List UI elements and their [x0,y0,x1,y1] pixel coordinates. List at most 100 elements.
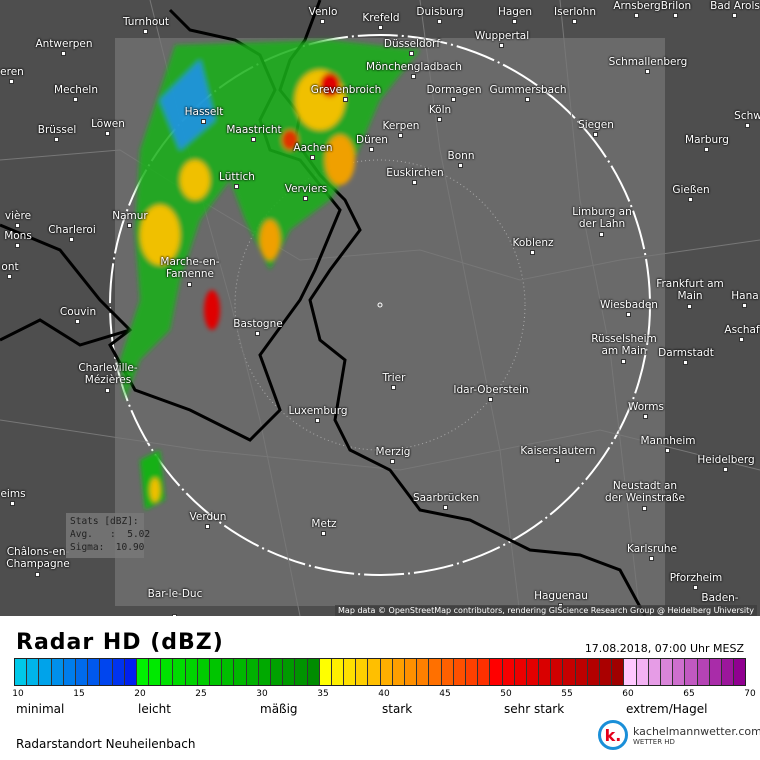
kachelmann-logo[interactable]: k. kachelmannwetter.com WETTER HD [598,720,760,750]
city-dot [205,524,210,529]
city-dot [458,163,463,168]
city-dot [69,237,74,242]
city-dot [673,13,678,18]
city-label: Frankfurt am Main [656,278,724,302]
city-dot [143,29,148,34]
city-label: Kaiserslautern [520,445,596,457]
city-label: vière [4,210,32,222]
city-dot [437,19,442,24]
scale-tick: 40 [378,689,390,699]
scale-cell-38 [356,659,369,685]
city-label: Schmallenberg [608,56,688,68]
city-label: Grevenbroich [310,84,382,96]
city-dot [499,43,504,48]
city-dot [61,51,66,56]
city-label: Rüsselsheim am Main [591,333,657,357]
city-dot [234,184,239,189]
city-dot [572,19,577,24]
city-dot [704,147,709,152]
city-dot [723,467,728,472]
logo-mark-icon: k. [598,720,628,750]
city-dot [626,312,631,317]
scale-tick: 15 [73,689,85,699]
scale-cell-19 [124,659,137,685]
city-dot [643,414,648,419]
scale-cell-17 [100,659,113,685]
scale-cell-61 [636,659,649,685]
city-label: Marche-en-Famenne [160,256,220,280]
city-dot [525,97,530,102]
city-dot [742,303,747,308]
scale-category: leicht [138,702,171,716]
radar-map[interactable]: Venlo Krefeld Duisburg Hagen Iserlohn Arnsber… [0,0,760,616]
range-ring-outer [109,34,651,576]
city-label: Mecheln [54,84,98,96]
city-label: Gießen [672,184,710,196]
city-dot [642,506,647,511]
logo-sub: WETTER HD [633,737,675,746]
scale-cell-65 [685,659,698,685]
legend-title: Radar HD (dBZ) [16,630,224,655]
map-layers [0,0,760,616]
city-dot [437,117,442,122]
city-dot [530,250,535,255]
scale-tick: 60 [622,689,634,699]
scale-tick: 65 [683,689,695,699]
scale-cell-46 [453,659,466,685]
city-label: Neustadt an der Weinstraße [605,480,685,504]
city-label: Bonn [447,150,475,162]
scale-cell-41 [392,659,405,685]
city-label: Köln [428,104,452,116]
scale-cell-27 [222,659,235,685]
city-dot [512,19,517,24]
city-label: Baden- [701,592,739,604]
map-attribution[interactable]: Map data © OpenStreetMap contributors, r… [335,605,757,616]
city-label: Koblenz [512,237,554,249]
city-label: Saarbrücken [412,492,480,504]
scale-cell-67 [709,659,722,685]
scale-cell-33 [295,659,308,685]
city-dot [693,585,698,590]
scale-tick: 50 [500,689,512,699]
city-label: Gummersbach [489,84,567,96]
city-dot [7,274,12,279]
scale-cell-49 [490,659,503,685]
scale-cell-31 [270,659,284,685]
city-dot [10,501,15,506]
scale-cell-21 [149,659,162,685]
scale-cell-25 [197,659,210,685]
scale-cell-48 [478,659,491,685]
city-label: Duisburg [416,6,464,18]
logo-name: kachelmannwetter.com [633,724,760,738]
scale-category: mäßig [260,702,298,716]
city-label: Hasselt [184,106,224,118]
scale-cell-63 [660,659,674,685]
scale-cell-51 [514,659,527,685]
city-dot [688,197,693,202]
city-label: Antwerpen [35,38,93,50]
avg-value: 5.02 [127,529,151,540]
city-dot [105,388,110,393]
scale-cell-43 [417,659,430,685]
scale-category: sehr stark [504,702,565,716]
city-label: Wiesbaden [600,299,658,311]
city-dot [645,69,650,74]
city-label: Heidelberg [697,454,755,466]
city-label: Aachen [293,142,333,154]
city-dot [599,232,604,237]
city-dot [745,123,750,128]
scale-cell-54 [551,659,564,685]
city-label: Dormagen [426,84,482,96]
city-label: Düsseldorf [383,38,441,50]
scale-cell-20 [136,659,150,685]
city-label: Maastricht [226,124,282,136]
city-dot [9,79,14,84]
city-label: ont [1,261,19,273]
city-dot [593,132,598,137]
city-label: Kerpen [382,120,420,132]
scale-cell-57 [587,659,600,685]
city-label: Châlons-en-Champagne [6,546,70,570]
scale-cell-55 [563,659,576,685]
city-dot [739,337,744,342]
city-dot [665,448,670,453]
